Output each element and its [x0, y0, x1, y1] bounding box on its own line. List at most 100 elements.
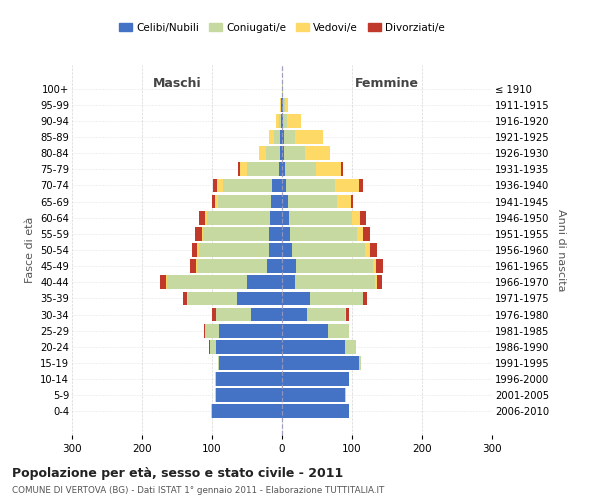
Bar	[280, 98, 281, 112]
Bar	[281, 98, 282, 112]
Bar	[218, 194, 271, 208]
Bar	[187, 292, 236, 306]
Bar	[283, 114, 287, 128]
Bar	[219, 356, 282, 370]
Bar	[278, 162, 282, 176]
Bar	[341, 162, 343, 176]
Bar	[292, 243, 365, 257]
Bar	[282, 292, 310, 306]
Bar	[376, 260, 383, 273]
Bar	[271, 178, 282, 192]
Bar	[212, 194, 215, 208]
Bar	[269, 227, 282, 240]
Bar	[269, 243, 282, 257]
Bar	[295, 130, 323, 144]
Bar	[282, 340, 345, 353]
Bar	[199, 211, 205, 224]
Bar	[212, 404, 282, 418]
Bar	[167, 276, 247, 289]
Bar	[359, 178, 362, 192]
Y-axis label: Fasce di età: Fasce di età	[25, 217, 35, 283]
Bar	[266, 146, 280, 160]
Bar	[287, 114, 301, 128]
Bar	[295, 276, 375, 289]
Bar	[259, 146, 266, 160]
Bar	[282, 356, 359, 370]
Bar	[269, 130, 274, 144]
Bar	[210, 340, 215, 353]
Bar	[373, 260, 376, 273]
Bar	[223, 178, 271, 192]
Bar	[282, 243, 292, 257]
Bar	[271, 194, 282, 208]
Bar	[219, 324, 282, 338]
Bar	[290, 227, 357, 240]
Bar	[217, 178, 223, 192]
Bar	[284, 146, 305, 160]
Bar	[211, 404, 212, 418]
Bar	[345, 308, 346, 322]
Bar	[337, 194, 350, 208]
Bar	[199, 243, 269, 257]
Bar	[166, 276, 167, 289]
Bar	[345, 388, 346, 402]
Bar	[346, 308, 349, 322]
Bar	[207, 211, 270, 224]
Bar	[215, 340, 282, 353]
Bar	[357, 227, 362, 240]
Bar	[282, 324, 328, 338]
Y-axis label: Anni di nascita: Anni di nascita	[556, 209, 566, 291]
Bar	[274, 130, 280, 144]
Bar	[282, 404, 349, 418]
Bar	[280, 130, 282, 144]
Bar	[197, 260, 266, 273]
Bar	[266, 260, 282, 273]
Bar	[270, 211, 282, 224]
Bar	[287, 194, 337, 208]
Bar	[194, 227, 202, 240]
Bar	[350, 194, 353, 208]
Bar	[251, 308, 282, 322]
Bar	[282, 276, 295, 289]
Text: COMUNE DI VERTOVA (BG) - Dati ISTAT 1° gennaio 2011 - Elaborazione TUTTITALIA.IT: COMUNE DI VERTOVA (BG) - Dati ISTAT 1° g…	[12, 486, 385, 495]
Bar	[218, 356, 219, 370]
Bar	[282, 308, 307, 322]
Bar	[282, 82, 283, 96]
Bar	[202, 227, 203, 240]
Bar	[209, 340, 210, 353]
Bar	[363, 292, 367, 306]
Bar	[212, 308, 215, 322]
Bar	[335, 178, 359, 192]
Bar	[282, 211, 289, 224]
Bar	[196, 260, 197, 273]
Bar	[282, 98, 283, 112]
Legend: Celibi/Nubili, Coniugati/e, Vedovi/e, Divorziati/e: Celibi/Nubili, Coniugati/e, Vedovi/e, Di…	[115, 18, 449, 36]
Bar	[282, 114, 283, 128]
Bar	[190, 260, 196, 273]
Bar	[247, 162, 278, 176]
Text: Femmine: Femmine	[355, 78, 419, 90]
Bar	[160, 276, 166, 289]
Bar	[214, 178, 217, 192]
Bar	[278, 114, 281, 128]
Bar	[282, 178, 286, 192]
Bar	[283, 98, 285, 112]
Bar	[182, 292, 187, 306]
Bar	[215, 372, 282, 386]
Bar	[307, 308, 345, 322]
Bar	[215, 194, 218, 208]
Bar	[215, 308, 251, 322]
Bar	[282, 162, 285, 176]
Bar	[205, 324, 219, 338]
Bar	[215, 388, 282, 402]
Bar	[305, 146, 329, 160]
Bar	[352, 211, 361, 224]
Bar	[236, 292, 282, 306]
Bar	[359, 356, 361, 370]
Bar	[362, 292, 363, 306]
Bar	[375, 276, 377, 289]
Bar	[280, 146, 282, 160]
Bar	[282, 130, 284, 144]
Bar	[205, 211, 207, 224]
Bar	[362, 227, 370, 240]
